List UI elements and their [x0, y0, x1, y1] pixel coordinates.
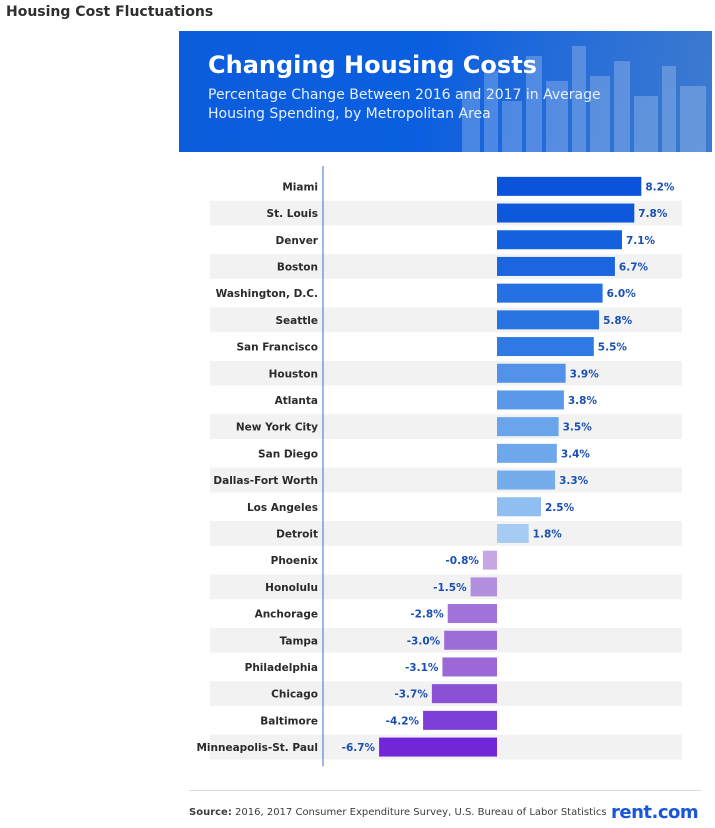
row-background [210, 521, 682, 546]
chart-header-banner: Changing Housing Costs Percentage Change… [179, 31, 712, 152]
data-label: 3.8% [568, 395, 598, 407]
bar [482, 550, 497, 570]
chart-subtitle: Percentage Change Between 2016 and 2017 … [208, 87, 601, 122]
source-text: 2016, 2017 Consumer Expenditure Survey, … [231, 807, 607, 818]
category-label: New York City [236, 422, 318, 434]
category-label: Anchorage [255, 609, 318, 621]
data-label: -1.5% [433, 582, 467, 594]
row-background [210, 360, 682, 386]
data-label: 5.8% [603, 315, 633, 327]
data-label: 3.3% [559, 475, 589, 487]
data-label: 6.7% [619, 261, 649, 273]
row-background [210, 414, 682, 439]
category-label: Miami [282, 181, 318, 193]
bar [497, 203, 635, 223]
row-background [210, 307, 682, 333]
source-note: Source: 2016, 2017 Consumer Expenditure … [189, 807, 607, 818]
data-label: -3.1% [405, 662, 439, 674]
row-background [210, 574, 682, 600]
bar [423, 710, 497, 730]
data-label: -0.8% [445, 555, 479, 567]
bar [444, 630, 497, 650]
bar [497, 497, 541, 517]
category-label: Chicago [271, 689, 318, 701]
data-label: 5.5% [598, 342, 628, 354]
bar [497, 337, 594, 357]
bar [497, 363, 566, 383]
page-title: Housing Cost Fluctuations [6, 4, 214, 20]
data-label: -3.7% [394, 689, 428, 701]
category-label: Denver [276, 235, 319, 247]
footer-divider [189, 790, 701, 791]
bar [442, 657, 497, 677]
category-label: Phoenix [271, 555, 319, 567]
data-label: 3.9% [570, 368, 600, 380]
bar [431, 684, 497, 704]
category-label: Houston [269, 368, 318, 380]
category-label: Washington, D.C. [216, 288, 318, 300]
data-label: 2.5% [545, 502, 575, 514]
bar [379, 737, 497, 757]
bar [497, 470, 556, 490]
data-label: -6.7% [342, 742, 376, 754]
rent-com-logo: rent.com [611, 802, 699, 823]
data-label: 8.2% [645, 181, 675, 193]
category-label: Detroit [276, 528, 318, 540]
category-label: Dallas-Fort Worth [213, 475, 318, 487]
bar [497, 176, 642, 196]
city-skyline-graphic [462, 46, 706, 152]
category-label: San Diego [258, 448, 318, 460]
category-label: San Francisco [236, 342, 318, 354]
data-label: 7.8% [638, 208, 668, 220]
bar [447, 604, 497, 624]
bar [497, 310, 600, 330]
chart-title: Changing Housing Costs [208, 51, 537, 79]
data-label: 3.4% [561, 448, 591, 460]
bar [497, 283, 603, 303]
data-label: 7.1% [626, 235, 656, 247]
bar [497, 230, 622, 250]
data-label: 6.0% [607, 288, 637, 300]
bar-chart: Miami 8.2% St. Louis 7.8% Denver 7.1% Boston 6.… [196, 166, 682, 767]
bar [497, 256, 615, 276]
category-label: Tampa [280, 635, 318, 647]
category-label: Atlanta [275, 395, 318, 407]
data-label: 3.5% [563, 422, 593, 434]
bar [497, 443, 557, 463]
category-label: Minneapolis-St. Paul [196, 742, 318, 754]
category-label: Philadelphia [245, 662, 318, 674]
bar [497, 417, 559, 437]
category-label: Baltimore [260, 715, 318, 727]
category-label: St. Louis [267, 208, 318, 220]
category-label: Seattle [275, 315, 318, 327]
data-label: -2.8% [410, 609, 444, 621]
source-label: Source: [189, 807, 232, 818]
category-label: Honolulu [265, 582, 318, 594]
row-background [210, 467, 682, 493]
bar [497, 390, 564, 410]
data-label: -3.0% [407, 635, 441, 647]
category-label: Los Angeles [247, 502, 318, 514]
data-label: -4.2% [386, 715, 420, 727]
bar [470, 577, 497, 597]
category-label: Boston [277, 261, 318, 273]
data-label: 1.8% [533, 528, 563, 540]
bar [497, 523, 529, 543]
